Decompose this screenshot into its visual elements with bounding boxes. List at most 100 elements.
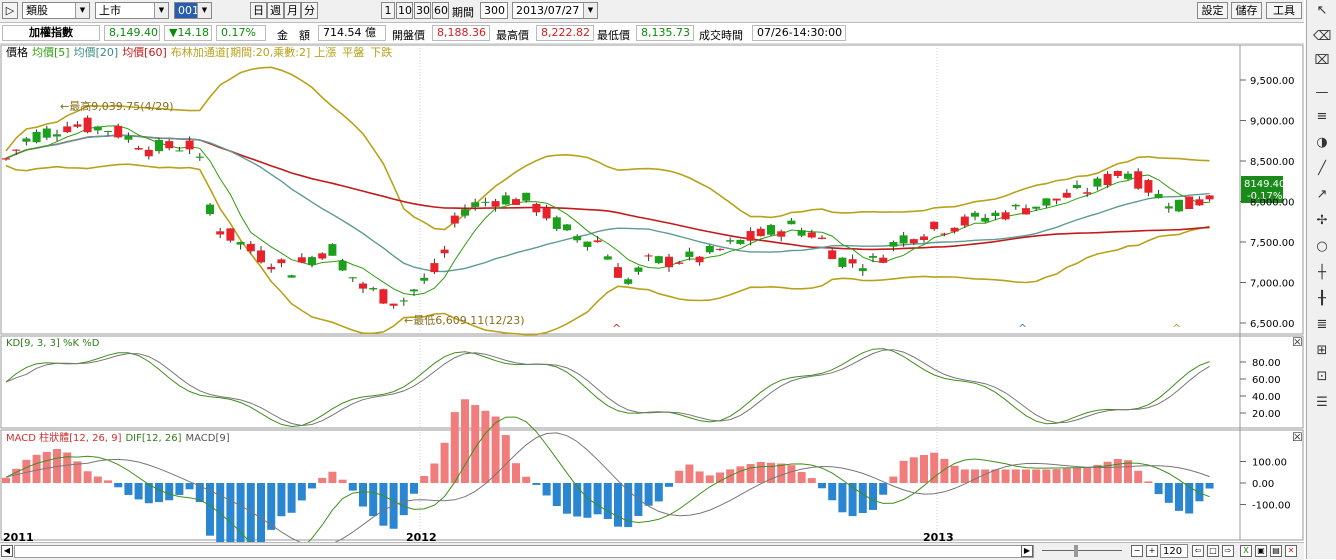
macd-bar-positive bbox=[481, 410, 490, 483]
chart-area[interactable]: 價格 均價[5] 均價[20] 均價[60] 布林加通道[期間:20,乘數:2] 上漲 平盤… bbox=[0, 44, 1304, 542]
macd-bar-positive bbox=[491, 416, 500, 483]
tools-button[interactable]: 工具 bbox=[1266, 2, 1302, 19]
kd-tick-label: 40.00 bbox=[1252, 392, 1281, 403]
count-60-button[interactable]: 60 bbox=[432, 2, 449, 19]
signal-up-icon: ^ bbox=[612, 322, 621, 335]
macd-bar-positive bbox=[899, 460, 908, 483]
macd-bar-negative bbox=[848, 483, 857, 517]
arrow-left-icon[interactable]: ⇦ bbox=[1192, 545, 1204, 557]
macd-bar-positive bbox=[716, 472, 724, 483]
candle-tool-icon[interactable]: ┼ bbox=[1318, 265, 1326, 280]
candle-down bbox=[42, 128, 51, 138]
macd-bar-positive bbox=[1062, 468, 1071, 483]
pointer-icon[interactable]: ↖ bbox=[1316, 3, 1328, 18]
period-week-button[interactable]: 週 bbox=[267, 2, 284, 19]
scroll-right-icon[interactable]: ▶ bbox=[1021, 545, 1033, 557]
candle-down bbox=[634, 267, 643, 272]
candle-down bbox=[1175, 199, 1183, 212]
list-icon[interactable]: ☰ bbox=[1316, 395, 1328, 410]
zoom-slider-handle[interactable] bbox=[1074, 545, 1078, 557]
macd-bar-negative bbox=[654, 483, 663, 502]
category-select[interactable]: 類股 ▼ bbox=[22, 2, 90, 19]
macd-bar-positive bbox=[950, 465, 959, 483]
zoom-slider[interactable] bbox=[1042, 550, 1122, 551]
excel-icon[interactable]: X bbox=[1240, 545, 1252, 557]
period-month-button[interactable]: 月 bbox=[284, 2, 301, 19]
save-icon[interactable]: ▣ bbox=[1255, 545, 1267, 557]
cross-icon[interactable]: ✢ bbox=[1316, 213, 1328, 228]
macd-bar-negative bbox=[195, 483, 204, 503]
count-30-button[interactable]: 30 bbox=[414, 2, 431, 19]
arrow-line-icon[interactable]: ↗ bbox=[1316, 187, 1328, 202]
candle-up bbox=[297, 257, 306, 263]
save-button[interactable]: 儲存 bbox=[1231, 2, 1262, 19]
macd-bar-positive bbox=[63, 452, 72, 483]
play-button[interactable]: ▷ bbox=[2, 2, 18, 19]
candle-up bbox=[318, 253, 327, 259]
zoom-out-icon[interactable]: − bbox=[1131, 545, 1143, 557]
macd-bar-positive bbox=[767, 462, 775, 483]
candle-down bbox=[552, 217, 561, 229]
time-value: 07/26-14:30:00 bbox=[752, 25, 846, 41]
close-macd-icon[interactable]: ☒ bbox=[1292, 430, 1303, 444]
eraser-icon[interactable]: ⌫ bbox=[1313, 29, 1332, 44]
period-count-input[interactable]: 300 bbox=[480, 2, 508, 19]
macd-bar-negative bbox=[1185, 483, 1194, 514]
scroll-left-icon[interactable]: ◀ bbox=[1, 545, 13, 557]
market-select[interactable]: 上市 ▼ bbox=[95, 2, 169, 19]
macd-bar-positive bbox=[797, 471, 806, 483]
multi-line-icon[interactable]: ≡ bbox=[1316, 109, 1328, 124]
close-kd-icon[interactable]: ☒ bbox=[1292, 335, 1303, 349]
period-minute-button[interactable]: 分 bbox=[301, 2, 318, 19]
zoom-input[interactable]: 120 bbox=[1160, 544, 1188, 558]
square-icon[interactable]: □ bbox=[1207, 545, 1219, 557]
macd-bar-negative bbox=[858, 483, 867, 514]
hline-icon[interactable]: — bbox=[1315, 85, 1329, 100]
price-change-pct: 0.17% bbox=[216, 25, 266, 41]
measure-icon[interactable]: ⊞ bbox=[1316, 343, 1328, 358]
trend-line-icon[interactable]: ╱ bbox=[1318, 161, 1326, 176]
zoom-in-icon[interactable]: + bbox=[1146, 545, 1158, 557]
fan-icon[interactable]: ◑ bbox=[1316, 135, 1328, 150]
candle-up bbox=[491, 201, 500, 207]
candle-down bbox=[1011, 204, 1020, 207]
date-select[interactable]: 2013/07/27 ▼ bbox=[512, 2, 598, 19]
candle-down bbox=[797, 230, 806, 236]
macd-bar-negative bbox=[185, 483, 194, 490]
text-tool-icon[interactable]: ≣ bbox=[1316, 317, 1328, 332]
eraser-all-icon[interactable]: ⌧ bbox=[1314, 53, 1330, 68]
chevron-down-icon: ▼ bbox=[154, 3, 168, 18]
arrow-right-icon[interactable]: ⇨ bbox=[1222, 545, 1234, 557]
macd-bar-negative bbox=[593, 483, 602, 515]
zoom-icon[interactable]: ⊡ bbox=[1316, 369, 1328, 384]
count-1-button[interactable]: 1 bbox=[381, 2, 395, 19]
candle-up bbox=[1195, 199, 1204, 206]
print-icon[interactable]: ▤ bbox=[1270, 545, 1282, 557]
candle-tool-2-icon[interactable]: ╂ bbox=[1318, 291, 1326, 306]
macd-bar-positive bbox=[685, 464, 694, 483]
macd-bar-negative bbox=[155, 483, 163, 503]
candle-down bbox=[471, 202, 480, 207]
macd-bar-negative bbox=[369, 483, 378, 517]
count-10-button[interactable]: 10 bbox=[396, 2, 413, 19]
code-select[interactable]: 001 ▼ bbox=[174, 2, 212, 19]
macd-bar-negative bbox=[1164, 483, 1173, 503]
candle-down bbox=[1073, 184, 1081, 188]
macd-tick-label: 100.00 bbox=[1252, 458, 1287, 469]
macd-bar-positive bbox=[318, 477, 327, 483]
candle-down bbox=[767, 225, 775, 235]
macd-bar-positive bbox=[93, 476, 102, 483]
horizontal-scrollbar[interactable] bbox=[14, 545, 1034, 558]
settings-button[interactable]: 設定 bbox=[1197, 2, 1228, 19]
signal-up-icon: ^ bbox=[1172, 322, 1181, 335]
macd-bar-positive bbox=[104, 480, 112, 483]
candle-up bbox=[1185, 196, 1194, 209]
candle-up bbox=[430, 263, 439, 273]
price-tick-label: 7,500.00 bbox=[1250, 238, 1295, 249]
circle-icon[interactable]: ○ bbox=[1316, 239, 1328, 254]
price-tick-label: 8,500.00 bbox=[1250, 157, 1295, 168]
macd-bar-positive bbox=[777, 463, 786, 483]
period-day-button[interactable]: 日 bbox=[250, 2, 267, 19]
close-icon[interactable]: ✕ bbox=[1285, 545, 1297, 557]
macd-bar-negative bbox=[236, 483, 245, 542]
